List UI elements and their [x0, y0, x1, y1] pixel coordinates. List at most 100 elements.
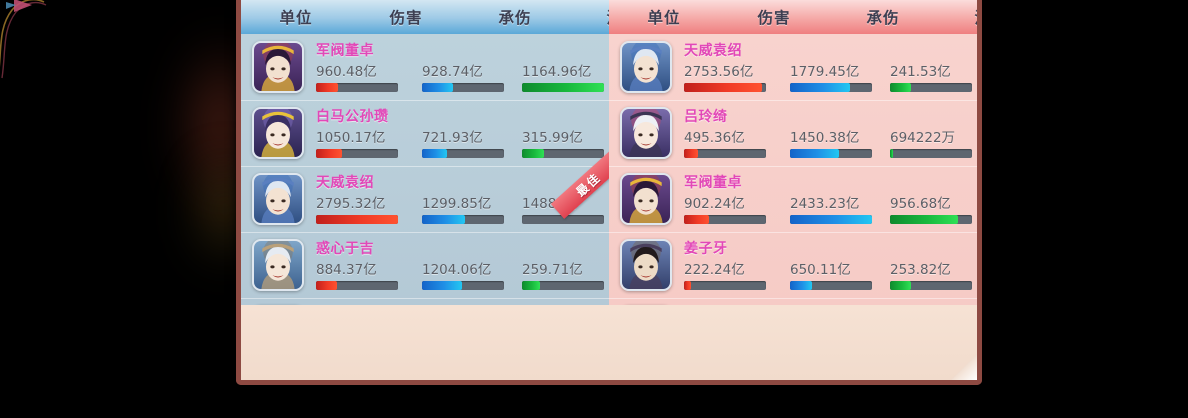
stat-taken-bar — [790, 281, 872, 290]
row-body: 白马公孙瓒 1050.17亿 721.93亿 315.99亿 — [316, 107, 609, 159]
stat-taken-value: 1779.45亿 — [790, 64, 860, 80]
unit-name: 天威袁绍 — [316, 175, 374, 191]
table-row[interactable]: 军阀董卓 960.48亿 928.74亿 1164.96亿 — [241, 34, 609, 100]
stat-damage: 884.37亿 — [316, 258, 402, 290]
row-body: 军阀董卓 960.48亿 928.74亿 1164.96亿 — [316, 41, 609, 93]
stat-heal: 259.71亿 — [522, 258, 608, 290]
stat-damage-value: 1050.17亿 — [316, 130, 386, 146]
stat-taken-bar — [422, 215, 504, 224]
stat-heal-bar — [890, 281, 972, 290]
decorative-arrow-icon — [0, 0, 47, 79]
stat-damage-bar — [316, 281, 398, 290]
avatar[interactable] — [620, 239, 672, 291]
row-body: 惑心于吉 884.37亿 1204.06亿 259.71亿 — [316, 239, 609, 291]
unit-name: 惑心于吉 — [316, 241, 374, 257]
table-row[interactable]: 军阀董卓 902.24亿 2433.23亿 956.68亿 — [609, 166, 977, 232]
stat-taken-fill — [422, 149, 447, 158]
stat-heal: 1164.96亿 — [522, 60, 608, 92]
stat-damage-bar — [684, 281, 766, 290]
stat-heal-fill — [890, 215, 959, 224]
stat-taken-value: 1204.06亿 — [422, 262, 492, 278]
header-unit: 单位 — [279, 9, 313, 27]
stat-heal: 956.68亿 — [890, 192, 976, 224]
stat-damage-fill — [316, 149, 343, 158]
header-heal: 治疗 — [569, 6, 609, 28]
stat-damage-fill — [316, 83, 339, 92]
stat-taken: 2433.23亿 — [790, 192, 876, 224]
stat-damage-bar — [316, 149, 398, 158]
unit-name: 天威袁绍 — [684, 43, 742, 59]
table-row[interactable]: 吕玲绮 495.36亿 1450.38亿 694222万 — [609, 100, 977, 166]
panel-background: 单位 伤害 承伤 治疗 军阀董卓 960.48亿 928.74亿 1164.96亿 — [241, 0, 977, 380]
avatar[interactable] — [252, 107, 304, 159]
unit-name: 军阀董卓 — [316, 43, 374, 59]
stat-damage: 902.24亿 — [684, 192, 770, 224]
stat-damage-fill — [684, 149, 698, 158]
row-body: 姜子牙 222.24亿 650.11亿 253.82亿 — [684, 239, 977, 291]
stat-damage-value: 2753.56亿 — [684, 64, 754, 80]
stat-taken-bar — [790, 215, 872, 224]
stat-taken-value: 928.74亿 — [422, 64, 483, 80]
row-body: 军阀董卓 902.24亿 2433.23亿 956.68亿 — [684, 173, 977, 225]
stat-heal-bar — [890, 215, 972, 224]
stat-heal-bar — [522, 281, 604, 290]
avatar[interactable] — [252, 173, 304, 225]
avatar[interactable] — [620, 173, 672, 225]
avatar[interactable] — [252, 239, 304, 291]
stat-damage: 2795.32亿 — [316, 192, 402, 224]
table-row[interactable]: 天威袁绍 2753.56亿 1779.45亿 241.53亿 — [609, 34, 977, 100]
avatar[interactable] — [620, 41, 672, 93]
stat-heal-value: 241.53亿 — [890, 64, 951, 80]
stat-damage-value: 222.24亿 — [684, 262, 745, 278]
ally-row-list[interactable]: 军阀董卓 960.48亿 928.74亿 1164.96亿 白马公孙瓒 1050.17亿… — [241, 34, 609, 305]
stat-taken-value: 1299.85亿 — [422, 196, 492, 212]
stat-heal-value: 694222万 — [890, 130, 956, 146]
stat-damage-fill — [316, 281, 338, 290]
stat-taken-value: 650.11亿 — [790, 262, 851, 278]
table-row[interactable] — [609, 298, 977, 305]
stat-heal-bar — [522, 149, 604, 158]
stat-taken-value: 2433.23亿 — [790, 196, 860, 212]
stat-damage-bar — [684, 149, 766, 158]
stat-damage-value: 960.48亿 — [316, 64, 377, 80]
stat-damage-value: 2795.32亿 — [316, 196, 386, 212]
header-damage: 伤害 — [389, 9, 423, 27]
stat-taken-fill — [422, 83, 454, 92]
stat-heal-bar — [522, 83, 604, 92]
stat-damage: 495.36亿 — [684, 126, 770, 158]
header-taken: 承伤 — [866, 9, 900, 27]
table-row[interactable]: 姜子牙 222.24亿 650.11亿 253.82亿 — [609, 232, 977, 298]
stat-taken-bar — [422, 281, 504, 290]
ally-column: 单位 伤害 承伤 治疗 军阀董卓 960.48亿 928.74亿 1164.96亿 — [241, 0, 609, 305]
stats-columns: 单位 伤害 承伤 治疗 军阀董卓 960.48亿 928.74亿 1164.96亿 — [241, 0, 977, 305]
stat-taken-bar — [422, 83, 504, 92]
enemy-row-list[interactable]: 天威袁绍 2753.56亿 1779.45亿 241.53亿 吕玲绮 495.36亿 14… — [609, 34, 977, 305]
stat-taken-value: 1450.38亿 — [790, 130, 860, 146]
stat-heal-fill — [522, 281, 541, 290]
stat-damage: 960.48亿 — [316, 60, 402, 92]
stat-taken-fill — [790, 215, 872, 224]
unit-name: 姜子牙 — [684, 241, 728, 257]
stat-damage: 222.24亿 — [684, 258, 770, 290]
stat-taken-value: 721.93亿 — [422, 130, 483, 146]
avatar[interactable] — [252, 41, 304, 93]
stat-taken: 1779.45亿 — [790, 60, 876, 92]
avatar[interactable] — [620, 107, 672, 159]
unit-name: 吕玲绮 — [684, 109, 728, 125]
table-row[interactable] — [241, 298, 609, 305]
stat-heal-fill — [890, 83, 911, 92]
stat-taken: 721.93亿 — [422, 126, 508, 158]
stat-heal-value: 956.68亿 — [890, 196, 951, 212]
stat-heal-value: 1164.96亿 — [522, 64, 592, 80]
stat-damage: 2753.56亿 — [684, 60, 770, 92]
stat-taken: 928.74亿 — [422, 60, 508, 92]
stat-damage-fill — [316, 215, 398, 224]
stat-heal-bar — [522, 215, 604, 224]
header-damage: 伤害 — [757, 9, 791, 27]
stat-heal-value: 259.71亿 — [522, 262, 583, 278]
table-row[interactable]: 惑心于吉 884.37亿 1204.06亿 259.71亿 — [241, 232, 609, 298]
stat-damage-bar — [316, 83, 398, 92]
table-row[interactable]: 白马公孙瓒 1050.17亿 721.93亿 315.99亿 — [241, 100, 609, 166]
